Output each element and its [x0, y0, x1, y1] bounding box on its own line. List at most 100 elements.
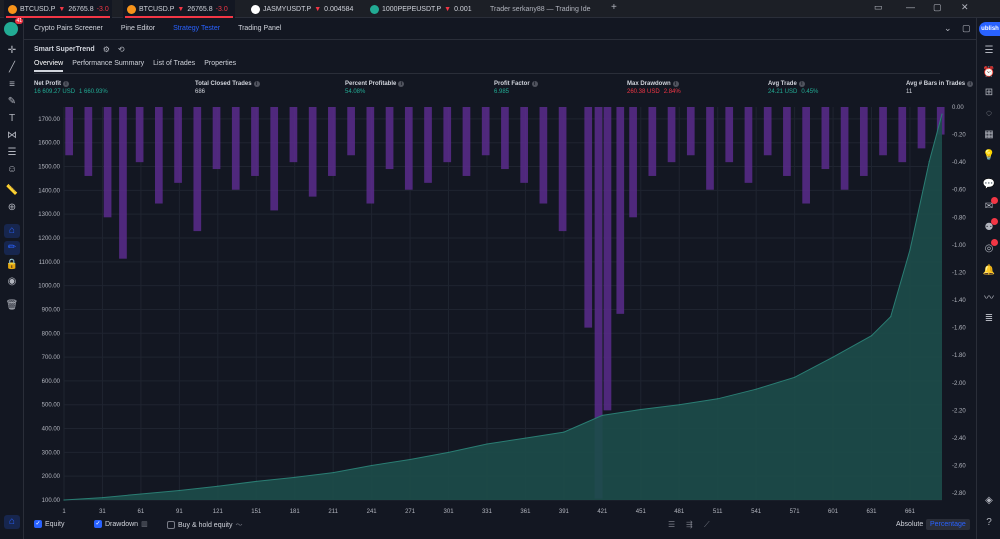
drawdown-bar — [155, 107, 163, 204]
magnet-icon[interactable]: ⌂ — [4, 224, 20, 238]
drawdown-bar — [725, 107, 734, 163]
maximize-icon[interactable]: ▢ — [933, 2, 942, 12]
ideas-icon[interactable]: 💡 — [982, 150, 996, 161]
strategy-report-icon[interactable]: ⟋ — [704, 520, 710, 529]
pattern-icon[interactable]: ⋈ — [7, 130, 17, 141]
equity-point — [793, 376, 796, 378]
y-right-tick-label: -0.60 — [952, 188, 966, 194]
equity-point — [755, 388, 757, 390]
layers-icon[interactable]: ◈ — [985, 495, 993, 506]
pencil-lock-icon[interactable]: ✏ — [4, 241, 20, 255]
hotlist-icon[interactable]: ◌ — [986, 108, 992, 119]
equity-toggle[interactable]: ✓ Equity — [34, 520, 65, 528]
eye-icon[interactable]: ◉ — [7, 276, 17, 287]
tab-strategy-tester[interactable]: Strategy Tester — [173, 25, 221, 32]
info-icon[interactable]: i — [672, 81, 679, 87]
equity-point — [294, 476, 296, 478]
data-window-icon[interactable]: ⊞ — [984, 87, 994, 98]
deep-backtest-icon[interactable]: ⇶ — [686, 520, 693, 529]
drawdown-bar — [443, 107, 452, 163]
equity-point — [640, 408, 642, 411]
checkbox-checked-icon[interactable]: ✓ — [34, 520, 42, 528]
x-tick-label: 181 — [290, 509, 301, 515]
browser-tab-2[interactable]: JASMYUSDT.P ▼ 0.004584 — [247, 0, 355, 18]
y-left-tick-label: 1300.00 — [38, 212, 60, 218]
notifications-icon[interactable]: 🔔 — [982, 265, 996, 276]
drawdown-bar — [603, 107, 612, 411]
drawdown-bar — [84, 107, 93, 176]
y-right-tick-label: -0.20 — [952, 133, 966, 139]
info-icon[interactable]: i — [253, 81, 260, 87]
equity-drawdown-chart[interactable]: 100.00 200.00 300.00 400.00 500.00 600.00 700.… — [24, 100, 976, 520]
pulse-icon[interactable]: 〰 — [984, 293, 994, 304]
checkbox-checked-icon[interactable]: ✓ — [94, 520, 102, 528]
crosshair-icon[interactable]: ✛ — [7, 45, 17, 56]
publish-button[interactable]: ublish — [979, 22, 1000, 36]
info-icon[interactable]: i — [798, 81, 805, 87]
info-icon[interactable]: i — [398, 81, 405, 87]
tab-performance-summary[interactable]: Performance Summary — [72, 60, 145, 67]
help-icon[interactable]: ? — [986, 517, 992, 528]
settings-gear-icon[interactable]: ⚙ — [102, 45, 110, 54]
drawdown-bar — [629, 107, 637, 218]
tab-trading-panel[interactable]: Trading Panel — [238, 25, 282, 32]
close-window-icon[interactable]: ✕ — [961, 2, 969, 12]
zoom-icon[interactable]: ⊕ — [7, 202, 17, 213]
new-tab-button[interactable]: + — [611, 2, 617, 13]
tab-pine-editor[interactable]: Pine Editor — [120, 25, 156, 32]
trend-line-icon[interactable]: ╱ — [8, 62, 16, 73]
drawdown-bar — [212, 107, 221, 170]
fib-icon[interactable]: ☰ — [7, 147, 17, 158]
user-avatar[interactable]: 41 — [4, 18, 23, 36]
horizontal-lines-icon[interactable]: ≡ — [9, 79, 15, 90]
brush-icon[interactable]: ✎ — [7, 96, 17, 107]
equity-area — [64, 114, 942, 500]
drawdown-toggle[interactable]: ✓ Drawdown ▥ — [94, 520, 148, 528]
tab-overview[interactable]: Overview — [34, 60, 64, 72]
browser-tab-1[interactable]: BTCUSD.P ▼ 26765.8 -3.0 — [123, 0, 235, 18]
checkbox-unchecked-icon[interactable] — [167, 521, 175, 529]
streams-icon[interactable]: ⚉ — [982, 218, 998, 235]
left-drawing-toolbar: 41 ✛ ╱ ≡ ✎ T ⋈ ☰ ☺ 📏 ⊕ ⌂ ✏ 🔒 ◉ 🗑 ⌂ — [0, 18, 24, 539]
dom-icon[interactable]: ≣ — [984, 313, 994, 324]
ruler-icon[interactable]: 📏 — [5, 185, 19, 196]
watchlist-icon[interactable]: ☰ — [984, 45, 994, 56]
trash-icon[interactable]: 🗑 — [5, 300, 19, 311]
x-tick-label: 601 — [828, 509, 839, 515]
browser-tab-3[interactable]: 1000PEPEUSDT.P ▼ 0.001 — [366, 0, 474, 18]
right-widget-bar: ublish ☰ ⏰ ⊞ ◌ ▦ 💡 💬 ✉ ⚉ ◎ 🔔 〰 ≣ ◈ ? — [976, 18, 1000, 539]
messages-icon[interactable]: ✉ — [982, 197, 998, 214]
tab-list-of-trades[interactable]: List of Trades — [153, 60, 196, 67]
minimize-panel-icon[interactable]: ⌄ — [944, 23, 952, 33]
tab-crypto-pairs-screener[interactable]: Crypto Pairs Screener — [34, 25, 103, 32]
broadcast-icon[interactable]: ◎ — [982, 239, 998, 256]
calendar-icon[interactable]: ▦ — [984, 129, 994, 140]
export-icon[interactable]: ☰ — [668, 520, 676, 529]
text-icon[interactable]: T — [8, 113, 16, 124]
equity-point — [371, 464, 373, 467]
minimize-icon[interactable]: — — [906, 2, 915, 12]
x-tick-label: 1 — [62, 509, 66, 515]
browser-tab-0[interactable]: BTCUSD.P ▼ 26765.8 -3.0 — [4, 0, 112, 18]
object-tree-icon[interactable]: ⌂ — [4, 515, 20, 529]
info-icon[interactable]: i — [531, 81, 538, 87]
tab-properties[interactable]: Properties — [204, 60, 237, 67]
chat-icon[interactable]: 💬 — [982, 179, 996, 190]
percentage-mode-button[interactable]: Percentage — [926, 519, 970, 530]
drawdown-bar — [270, 107, 279, 211]
source-code-icon[interactable]: ⟲ — [117, 45, 125, 54]
alerts-clock-icon[interactable]: ⏰ — [982, 67, 996, 78]
drawdown-bar — [879, 107, 887, 156]
info-icon[interactable]: i — [63, 81, 69, 87]
equity-point — [332, 472, 334, 474]
browser-tab-4[interactable]: Trader serkany88 — Trading Ide — [490, 5, 591, 13]
emoji-icon[interactable]: ☺ — [6, 164, 18, 175]
buy-hold-toggle[interactable]: Buy & hold equity 〜 — [167, 520, 242, 530]
maximize-panel-icon[interactable]: ▢ — [962, 23, 971, 33]
lock-icon[interactable]: 🔒 — [5, 259, 19, 270]
picture-in-picture-icon[interactable]: ▭ — [874, 2, 883, 12]
bitcoin-icon — [8, 4, 17, 14]
info-icon[interactable]: i — [967, 81, 974, 87]
drawdown-bar — [539, 107, 548, 204]
absolute-mode-button[interactable]: Absolute — [896, 521, 924, 528]
